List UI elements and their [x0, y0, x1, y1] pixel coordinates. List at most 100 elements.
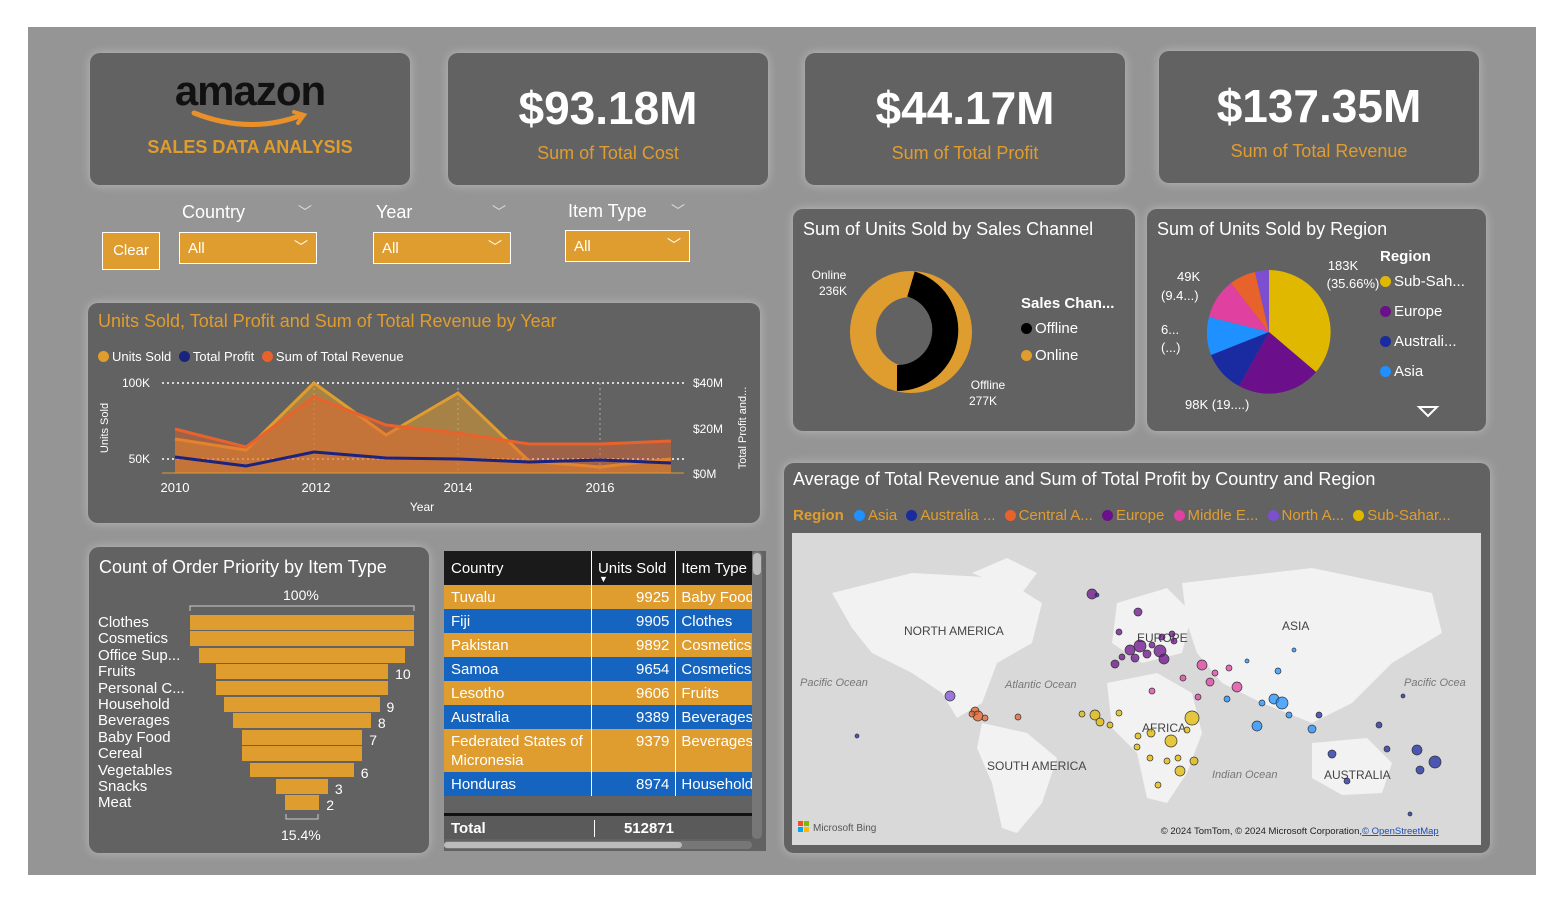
map-bubble[interactable]	[968, 710, 976, 718]
map-bubble[interactable]	[1154, 781, 1162, 789]
table-row[interactable]: Tuvalu 9925 Baby Food	[444, 585, 752, 609]
map-bubble[interactable]	[1231, 681, 1243, 693]
map-bubble[interactable]	[1110, 659, 1120, 669]
map-bubble[interactable]	[1225, 664, 1233, 672]
funnel-bar[interactable]	[215, 680, 389, 696]
vertical-scrollbar[interactable]	[752, 551, 762, 839]
map-bubble[interactable]	[1170, 637, 1178, 645]
map-bubble[interactable]	[1164, 734, 1178, 748]
funnel-bar[interactable]	[215, 664, 389, 680]
map-bubble[interactable]	[1115, 709, 1123, 717]
map-bubble[interactable]	[1183, 726, 1191, 734]
funnel-bar[interactable]	[190, 631, 414, 647]
table-row[interactable]: Federated States of Micronesia 9379 Bevera…	[444, 729, 752, 772]
map-bubble[interactable]	[1196, 659, 1208, 671]
map-bubble[interactable]	[1118, 653, 1126, 661]
map-bubble[interactable]	[1146, 728, 1156, 738]
map-bubble[interactable]	[1078, 710, 1086, 718]
map-bubble[interactable]	[1327, 749, 1337, 759]
map-bubble[interactable]	[1134, 732, 1142, 740]
map-bubble[interactable]	[1133, 743, 1141, 751]
map-bubble[interactable]	[1095, 717, 1105, 727]
map-bubble[interactable]	[1179, 674, 1187, 682]
map-bubble[interactable]	[1148, 641, 1156, 649]
map-bubble[interactable]	[1124, 644, 1136, 656]
map-bubble[interactable]	[1142, 649, 1152, 659]
map-bubble[interactable]	[1174, 765, 1186, 777]
map-bubble[interactable]	[1163, 757, 1171, 765]
map-bubble[interactable]	[1106, 721, 1114, 729]
map-bubble[interactable]	[944, 690, 956, 702]
funnel-bar[interactable]	[233, 713, 371, 729]
table-row[interactable]: Honduras 8974 Household	[444, 772, 752, 796]
year-dropdown[interactable]: All ﹀	[373, 232, 511, 264]
table-row[interactable]: Fiji 9905 Clothes	[444, 609, 752, 633]
map-bubble[interactable]	[1411, 744, 1423, 756]
column-header-units-sold[interactable]: Units Sold ▼	[591, 551, 677, 585]
map-bubble[interactable]	[1130, 653, 1140, 663]
map-bubble[interactable]	[1307, 724, 1317, 734]
scrollbar-thumb[interactable]	[753, 553, 761, 575]
map-bubble[interactable]	[1133, 607, 1143, 617]
chevron-down-icon[interactable]: ﹀	[492, 205, 506, 221]
clear-filters-button[interactable]: Clear	[102, 232, 160, 270]
map-bubble[interactable]	[1146, 754, 1154, 762]
table-row[interactable]: Lesotho 9606 Fruits	[444, 681, 752, 705]
openstreetmap-link[interactable]: © OpenStreetMap	[1362, 826, 1439, 837]
map-bubble[interactable]	[1014, 713, 1022, 721]
map-bubble[interactable]	[1383, 745, 1391, 753]
map-bubble[interactable]	[1189, 756, 1199, 766]
funnel-bar[interactable]	[250, 762, 354, 778]
map-bubble[interactable]	[1275, 696, 1289, 710]
item-type-dropdown[interactable]: All ﹀	[565, 230, 690, 262]
map-bubble[interactable]	[981, 714, 989, 722]
map-bubble[interactable]	[1400, 693, 1406, 699]
column-header-item-type[interactable]: Item Type	[681, 559, 747, 577]
map-bubble[interactable]	[854, 733, 860, 739]
map-bubble[interactable]	[1375, 721, 1383, 729]
map-bubble[interactable]	[1115, 628, 1123, 636]
map-bubble[interactable]	[1251, 720, 1263, 732]
map-bubble[interactable]	[1415, 765, 1425, 775]
chevron-down-icon[interactable]: ﹀	[671, 204, 685, 220]
funnel-bar[interactable]	[224, 697, 380, 712]
funnel-bar[interactable]	[241, 729, 363, 745]
chevron-down-icon[interactable]: ﹀	[298, 205, 312, 221]
map-bubble[interactable]	[1285, 711, 1293, 719]
map-bubble[interactable]	[1223, 695, 1231, 703]
scrollbar-thumb[interactable]	[444, 842, 682, 848]
map-bubble[interactable]	[1148, 687, 1156, 695]
table-row[interactable]: Pakistan 9892 Cosmetics	[444, 633, 752, 657]
map-bubble[interactable]	[1343, 777, 1351, 785]
horizontal-scrollbar[interactable]	[444, 841, 752, 849]
country-dropdown[interactable]: All ﹀	[179, 232, 317, 264]
map-bubble[interactable]	[1194, 693, 1202, 701]
map-bubble[interactable]	[1258, 699, 1266, 707]
map-bubble[interactable]	[1089, 709, 1101, 721]
map-bubble[interactable]	[1158, 633, 1166, 641]
funnel-bar[interactable]	[276, 779, 328, 794]
world-map[interactable]: NORTH AMERICA EUROPE ASIA AFRICA SOUTH A…	[792, 533, 1481, 845]
table-row[interactable]: Samoa 9654 Cosmetics	[444, 657, 752, 681]
map-bubble[interactable]	[1211, 669, 1219, 677]
table-row[interactable]: Australia 9389 Beverages	[444, 705, 752, 729]
funnel-bar[interactable]	[241, 746, 363, 762]
map-bubble[interactable]	[1205, 677, 1215, 687]
legend-scroll-down-icon[interactable]	[1416, 406, 1440, 418]
map-bubble[interactable]	[1133, 639, 1147, 653]
map-bubble[interactable]	[1158, 653, 1170, 665]
map-bubble[interactable]	[1168, 630, 1176, 638]
funnel-bar[interactable]	[198, 647, 406, 663]
map-bubble[interactable]	[1428, 755, 1442, 769]
map-bubble[interactable]	[1274, 667, 1282, 675]
map-bubble[interactable]	[1315, 711, 1323, 719]
map-bubble[interactable]	[1244, 658, 1250, 664]
column-header-country[interactable]: Country	[444, 551, 592, 585]
map-bubble[interactable]	[1174, 754, 1182, 762]
funnel-bar[interactable]	[190, 615, 414, 630]
map-bubble[interactable]	[1407, 811, 1413, 817]
map-bubble[interactable]	[1094, 592, 1100, 598]
map-bubble[interactable]	[1184, 710, 1200, 726]
funnel-bar[interactable]	[284, 795, 320, 811]
map-bubble[interactable]	[1291, 647, 1297, 653]
